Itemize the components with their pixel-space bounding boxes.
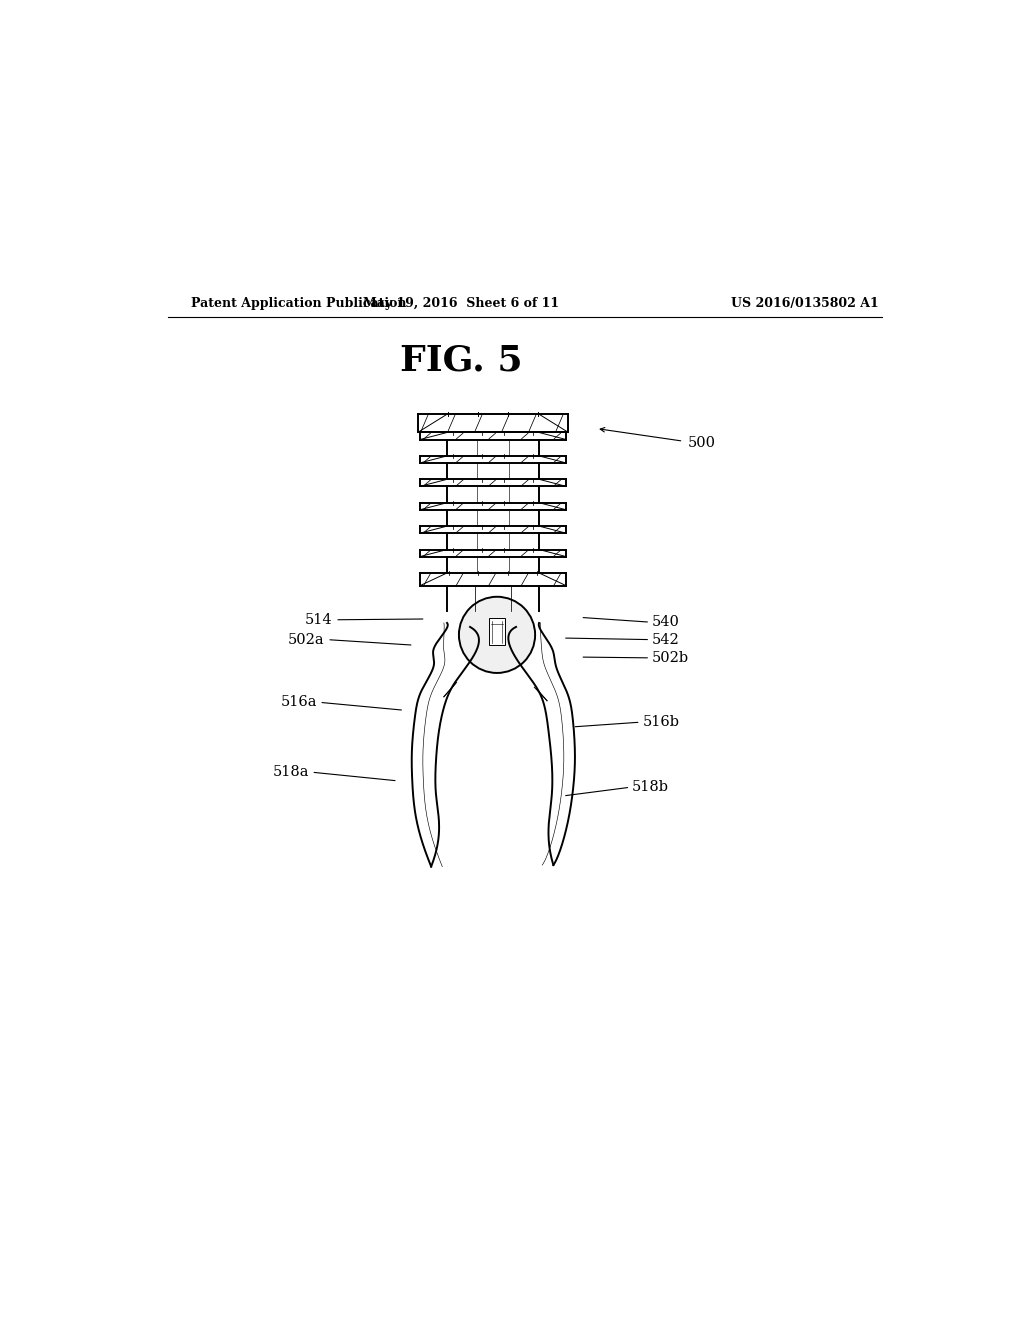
Text: 516b: 516b bbox=[642, 715, 679, 729]
Text: 518a: 518a bbox=[272, 766, 309, 779]
Text: 518b: 518b bbox=[632, 780, 669, 795]
Text: 516a: 516a bbox=[281, 696, 316, 709]
Text: Patent Application Publication: Patent Application Publication bbox=[191, 297, 407, 310]
Text: May 19, 2016  Sheet 6 of 11: May 19, 2016 Sheet 6 of 11 bbox=[364, 297, 559, 310]
Text: US 2016/0135802 A1: US 2016/0135802 A1 bbox=[731, 297, 879, 310]
Text: FIG. 5: FIG. 5 bbox=[400, 343, 522, 378]
Text: 502a: 502a bbox=[288, 632, 325, 647]
Circle shape bbox=[459, 597, 536, 673]
Text: 540: 540 bbox=[652, 615, 680, 630]
FancyBboxPatch shape bbox=[489, 618, 505, 645]
Text: 542: 542 bbox=[652, 632, 680, 647]
Text: 502b: 502b bbox=[652, 651, 689, 665]
Text: 514: 514 bbox=[305, 612, 333, 627]
Text: 500: 500 bbox=[687, 436, 716, 450]
